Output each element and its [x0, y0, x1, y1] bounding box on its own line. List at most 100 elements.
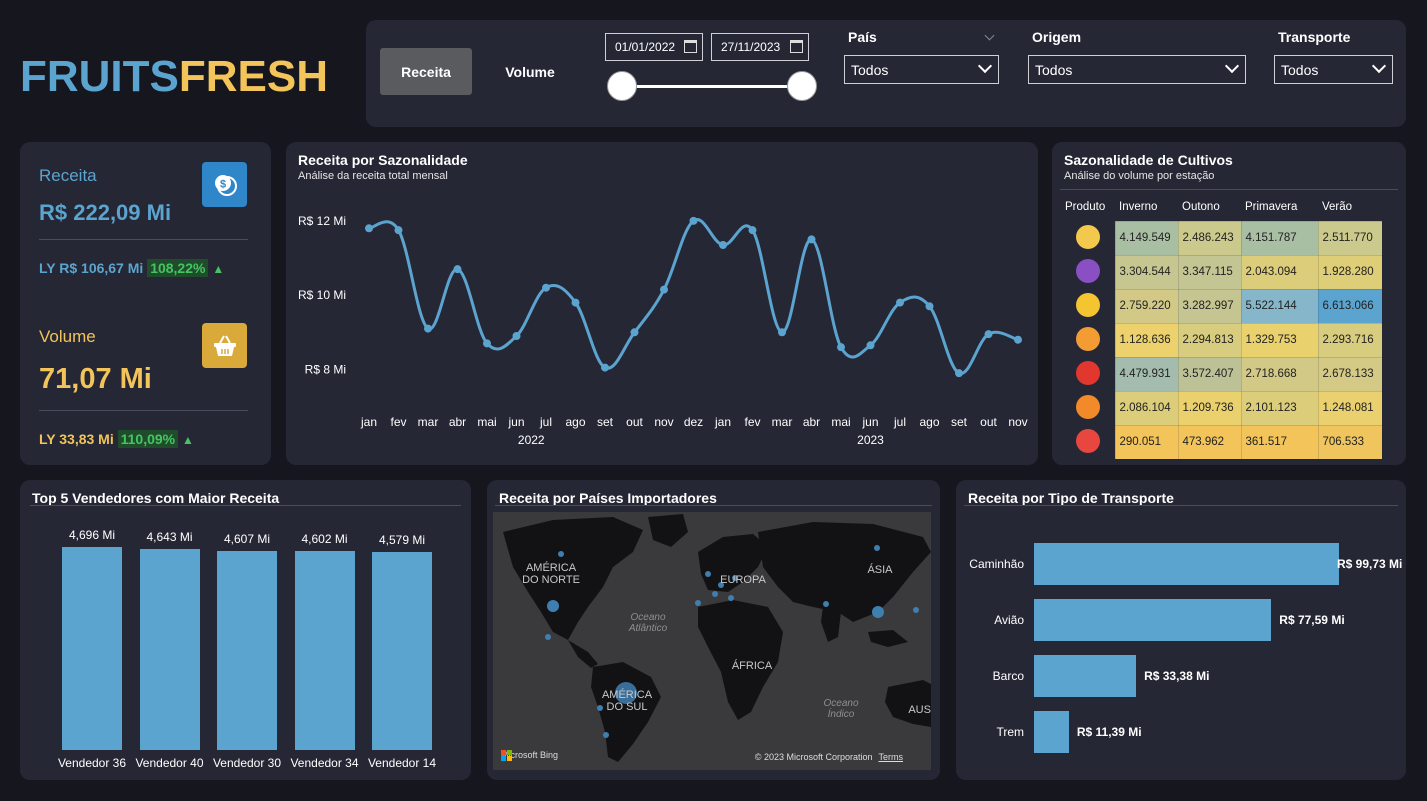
map-label-south-america: AMÉRICA DO SUL [601, 689, 653, 713]
data-point[interactable] [542, 283, 550, 292]
volume-ly-value: LY 33,83 Mi [39, 431, 114, 447]
bar[interactable] [1034, 655, 1137, 697]
data-point[interactable] [866, 341, 875, 350]
divider [1060, 189, 1398, 190]
date-end-value: 27/11/2023 [721, 40, 781, 54]
transporte-dropdown-value: Todos [1281, 61, 1319, 78]
date-start-input[interactable]: 01/01/2022 [605, 33, 703, 61]
series-line [368, 218, 1019, 375]
bar[interactable] [62, 547, 122, 750]
column-header[interactable]: Produto [1065, 201, 1106, 213]
lemon-icon [1075, 292, 1100, 317]
value-cell: 4.479.931 [1114, 356, 1179, 392]
date-range-slider-track[interactable] [622, 85, 802, 88]
origem-dropdown[interactable]: Todos [1028, 55, 1246, 84]
table-row[interactable]: 2.086.104 1.209.736 2.101.123 1.248.081 [1061, 390, 1383, 426]
data-point[interactable] [837, 343, 845, 352]
data-point[interactable] [394, 226, 403, 235]
date-range-end-handle[interactable] [787, 71, 817, 101]
transporte-bar-chart: Caminhão R$ 99,73 Mi Avião R$ 77,59 Mi Barco… [956, 480, 1406, 780]
bar[interactable] [294, 551, 355, 750]
divider [30, 505, 461, 506]
data-label: 4,643 Mi [146, 530, 193, 545]
table-row[interactable]: 3.304.544 3.347.115 2.043.094 1.928.280 [1061, 254, 1383, 290]
x-tick-label: jul [893, 415, 906, 429]
column-header[interactable]: Inverno [1119, 200, 1158, 213]
data-point[interactable] [896, 298, 904, 307]
data-point[interactable] [955, 369, 963, 378]
data-point[interactable] [630, 328, 639, 337]
column-header[interactable]: Primavera [1245, 200, 1298, 213]
data-point[interactable] [807, 235, 816, 244]
bar[interactable] [1034, 711, 1069, 753]
value-cell: 4.151.787 [1240, 220, 1319, 256]
data-point[interactable] [601, 363, 609, 372]
world-map[interactable]: AMÉRICA DO NORTE EUROPA ÁSIA ÁFRICA AMÉR… [493, 512, 931, 770]
bing-label: Microsoft Bing [501, 750, 559, 760]
data-point[interactable] [689, 216, 698, 225]
data-point[interactable] [719, 241, 727, 249]
svg-text:$: $ [219, 178, 225, 190]
x-tick-label: mai [477, 415, 496, 429]
data-point[interactable] [925, 302, 934, 311]
x-tick-label: abr [803, 415, 820, 429]
data-point[interactable] [571, 298, 580, 307]
date-range-start-handle[interactable] [607, 71, 637, 101]
chevron-down-icon[interactable] [984, 30, 995, 41]
data-point[interactable] [512, 332, 521, 340]
x-tick-label: dez [684, 415, 703, 429]
column-header[interactable]: Outono [1182, 200, 1220, 213]
panel-subtitle: Análise do volume por estação [1064, 170, 1215, 182]
transporte-dropdown[interactable]: Todos [1274, 55, 1393, 84]
bar[interactable] [139, 549, 200, 750]
bar[interactable] [1034, 543, 1339, 585]
terms-link[interactable]: Terms [878, 752, 904, 762]
data-point[interactable] [365, 224, 373, 233]
calendar-icon[interactable] [684, 40, 697, 53]
map-label-indian-ocean: Oceano Índico [823, 698, 859, 720]
table-row[interactable]: 1.128.636 2.294.813 1.329.753 2.293.716 [1061, 322, 1383, 358]
bar[interactable] [1034, 599, 1272, 641]
bar[interactable] [217, 550, 277, 750]
map-label-atlantic-ocean: Oceano Atlântico [628, 612, 668, 634]
pais-dropdown[interactable]: Todos [844, 55, 999, 84]
up-arrow-icon: ▲ [212, 262, 225, 276]
data-point[interactable] [483, 339, 491, 348]
table-row[interactable]: 4.479.931 3.572.407 2.718.668 2.678.133 [1061, 356, 1383, 392]
data-point[interactable] [984, 330, 993, 339]
fruit-cell [1061, 255, 1115, 289]
fruit-cell [1061, 289, 1115, 323]
volume-growth-badge: 110,09% [117, 430, 179, 448]
receita-toggle-button[interactable]: Receita [380, 48, 472, 95]
map-label-north-america: AMÉRICA DO NORTE [522, 562, 580, 586]
brand-logo: FRUITSFRESH [20, 52, 328, 102]
table-row[interactable]: 290.051 473.962 361.517 706.533 [1061, 424, 1383, 460]
logo-part2: FRESH [178, 52, 329, 101]
table-row[interactable]: 2.759.220 3.282.997 5.522.144 6.613.066 [1061, 288, 1383, 324]
data-label: R$ 33,38 Mi [1144, 669, 1210, 683]
volume-toggle-button[interactable]: Volume [505, 63, 555, 80]
bar[interactable] [372, 552, 432, 750]
data-point[interactable] [453, 265, 462, 274]
volume-kpi-value: 71,07 Mi [39, 363, 152, 395]
value-cell: 6.613.066 [1317, 288, 1383, 324]
data-point[interactable] [660, 285, 668, 294]
x-tick-label: jun [861, 415, 878, 429]
panel-title: Receita por Sazonalidade [298, 152, 468, 168]
value-cell: 1.248.081 [1317, 390, 1383, 426]
x-tick-label: out [626, 415, 643, 429]
transporte-panel: Receita por Tipo de Transporte Caminhão R… [956, 480, 1406, 780]
calendar-icon[interactable] [790, 40, 803, 53]
vendedores-bar-chart: 4,696 Mi Vendedor 36 4,643 Mi Vendedor 40 4,… [20, 480, 471, 780]
date-end-input[interactable]: 27/11/2023 [711, 33, 809, 61]
value-cell: 2.678.133 [1317, 356, 1383, 392]
data-point[interactable] [748, 226, 757, 235]
data-point[interactable] [778, 328, 786, 337]
column-header[interactable]: Verão [1322, 200, 1353, 213]
table-row[interactable]: 4.149.549 2.486.243 4.151.787 2.511.770 [1061, 220, 1383, 256]
data-point[interactable] [424, 324, 432, 333]
value-cell: 3.304.544 [1114, 254, 1179, 290]
data-point[interactable] [1014, 335, 1022, 344]
value-cell: 2.511.770 [1317, 220, 1383, 256]
value-cell: 1.329.753 [1240, 322, 1319, 358]
